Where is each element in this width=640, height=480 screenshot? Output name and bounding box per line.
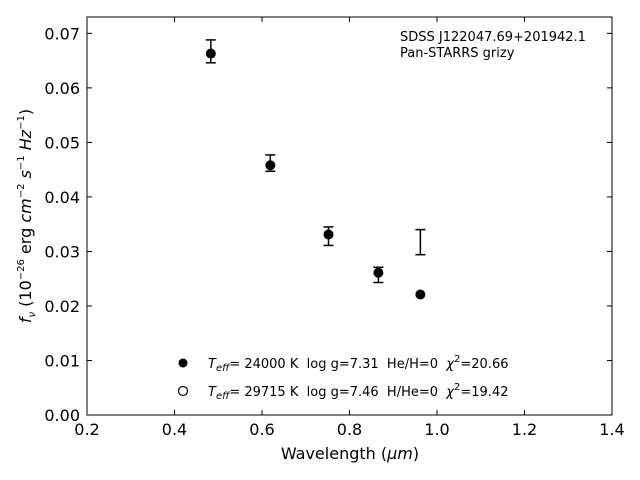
y-tick-label: 0.00 — [44, 406, 80, 425]
model-point — [415, 289, 426, 300]
y-tick-label: 0.01 — [44, 351, 80, 370]
y-tick-label: 0.04 — [44, 188, 80, 207]
plot-frame — [86, 16, 613, 416]
model-point — [323, 229, 334, 240]
x-tick-label: 0.2 — [74, 420, 99, 439]
legend-entry-2: Teff= 29715 K log g=7.46 H/He=0 χ2=19.42 — [208, 382, 508, 402]
x-tick-label: 0.4 — [162, 420, 187, 439]
legend-entry-1: Teff= 24000 K log g=7.31 He/H=0 χ2=20.66 — [208, 354, 508, 374]
y-axis-label: fν (10−26 erg cm−2 s−1 Hz−1) — [16, 109, 38, 323]
y-tick-label: 0.06 — [44, 79, 80, 98]
y-tick-label: 0.05 — [44, 133, 80, 152]
annotation-survey: Pan-STARRS grizy — [400, 46, 515, 61]
legend-marker-open — [177, 385, 189, 397]
x-axis-label: Wavelength (μm) — [281, 444, 419, 463]
x-tick-label: 1.0 — [424, 420, 449, 439]
legend-marker-filled — [178, 358, 188, 368]
y-tick-label: 0.03 — [44, 242, 80, 261]
x-tick-label: 0.8 — [337, 420, 362, 439]
model-point — [265, 160, 276, 171]
y-tick-label: 0.02 — [44, 297, 80, 316]
x-tick-label: 1.2 — [512, 420, 537, 439]
y-tick-label: 0.07 — [44, 24, 80, 43]
error-bar — [415, 228, 426, 256]
x-tick-label: 0.6 — [249, 420, 274, 439]
axis-ticks: 0.2 0.4 0.6 0.8 1.0 1.2 1.4 0.00 0.01 0.02 0.03 0.0… — [44, 17, 625, 439]
legend: Teff= 24000 K log g=7.31 He/H=0 χ2=20.66… — [177, 354, 508, 402]
error-bars — [205, 39, 426, 284]
x-tick-label: 1.4 — [599, 420, 624, 439]
annotation-star-name: SDSS J122047.69+201942.1 — [400, 30, 586, 45]
data-points — [205, 48, 426, 300]
model-point — [205, 48, 216, 59]
model-point — [373, 267, 384, 278]
